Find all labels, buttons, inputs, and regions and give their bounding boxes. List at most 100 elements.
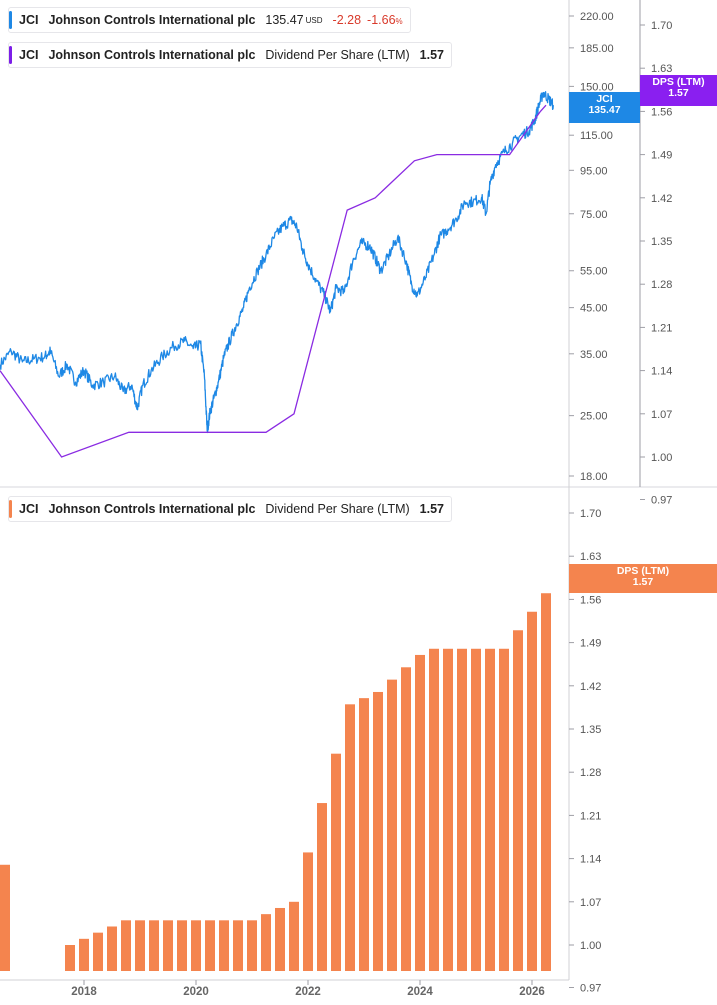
dps-bottom-tick-label: 1.21 <box>580 810 601 822</box>
x-tick-label: 2022 <box>295 986 321 998</box>
dps-top-tick-label: 1.21 <box>651 322 672 334</box>
dps-bar <box>415 654 425 971</box>
x-tick-label: 2020 <box>183 986 209 998</box>
dps-value-tag-top-name: DPS (LTM) <box>652 76 705 88</box>
price-tick-label: 75.00 <box>580 209 608 221</box>
dps-legend-top-metric: Dividend Per Share (LTM) <box>265 48 410 62</box>
dps-bar <box>79 938 89 971</box>
dps-series-line <box>0 104 547 458</box>
dps-top-tick-label: 1.70 <box>651 20 672 32</box>
dps-bar <box>275 907 285 971</box>
dps-bottom-tick-label: 1.35 <box>580 724 601 736</box>
price-value-tag-name: JCI <box>596 93 613 105</box>
dps-bottom-tick-label: 1.00 <box>580 940 601 952</box>
dps-legend-bottom[interactable]: JCI Johnson Controls International plc D… <box>8 496 453 522</box>
dps-bottom-tick-label: 1.63 <box>580 551 601 563</box>
dps-bar <box>401 667 411 971</box>
dps-bar <box>359 698 369 971</box>
dps-bar <box>191 920 201 971</box>
dps-bar <box>177 920 187 971</box>
price-legend-swatch <box>9 11 12 29</box>
price-legend[interactable]: JCI Johnson Controls International plc 1… <box>8 7 411 33</box>
dps-value-tag-bottom-value: 1.57 <box>632 576 654 588</box>
dps-value-tag-top-value: 1.57 <box>668 87 689 99</box>
dps-top-tick-label: 1.35 <box>651 236 672 248</box>
dps-bar <box>261 914 271 971</box>
dps-bar <box>373 691 383 971</box>
price-legend-pct-symbol: % <box>395 17 403 26</box>
dps-bar <box>471 648 481 971</box>
dps-legend-bottom-ticker: JCI <box>19 502 39 516</box>
price-legend-change-pct: -1.66% <box>367 13 403 27</box>
price-series-line <box>0 91 554 434</box>
dps-top-tick-label: 1.49 <box>651 150 672 162</box>
price-value-tag-value: 135.47 <box>588 104 621 116</box>
dps-value-tag-top: DPS (LTM) 1.57 <box>640 75 717 106</box>
dps-bar <box>317 803 327 971</box>
price-legend-ticker: JCI <box>19 13 39 27</box>
dps-bar <box>93 932 103 971</box>
x-tick-label: 2018 <box>71 986 97 998</box>
price-legend-change-pct-value: -1.66 <box>367 13 396 27</box>
dps-bar <box>541 593 551 971</box>
dps-bottom-tick-label: 1.70 <box>580 508 601 520</box>
dps-legend-top-ticker: JCI <box>19 48 39 62</box>
dps-legend-top-swatch <box>9 46 12 64</box>
dps-value-tag-bottom-name: DPS (LTM) <box>616 565 670 577</box>
dps-bar <box>163 920 173 971</box>
dps-top-tick-label: 1.63 <box>651 63 672 75</box>
bottom-panel <box>0 593 551 971</box>
price-tick-label: 45.00 <box>580 303 608 315</box>
dps-bar <box>443 648 453 971</box>
price-tick-label: 35.00 <box>580 349 608 361</box>
price-tick-label: 115.00 <box>580 130 613 142</box>
dps-legend-top-value: 1.57 <box>419 48 445 62</box>
dps-bar <box>149 920 159 971</box>
dps-bar <box>205 920 215 971</box>
dps-bottom-tick-label: 1.42 <box>580 681 601 693</box>
price-value-tag: JCI 135.47 <box>569 92 640 123</box>
dps-bar <box>233 920 243 971</box>
price-tick-label: 25.00 <box>580 411 608 423</box>
dps-bar <box>499 648 509 971</box>
dps-bar <box>387 679 397 971</box>
dps-top-tick-label: 1.28 <box>651 279 672 291</box>
dps-bar <box>65 945 75 971</box>
dps-bottom-tick-label: 1.28 <box>580 767 601 779</box>
price-tick-label: 185.00 <box>580 43 614 55</box>
price-tick-label: 18.00 <box>580 471 608 483</box>
dps-top-tick-label: 1.00 <box>651 452 672 464</box>
dps-legend-top[interactable]: JCI Johnson Controls International plc D… <box>8 42 453 68</box>
dps-bar <box>247 920 257 971</box>
x-tick-label: 2026 <box>519 986 545 998</box>
dps-bar <box>429 648 439 971</box>
dps-legend-top-company: Johnson Controls International plc <box>48 48 256 62</box>
price-tick-label: 55.00 <box>580 266 608 278</box>
dps-top-tick-label: 1.14 <box>651 366 672 378</box>
dps-bar <box>457 648 467 971</box>
price-legend-company: Johnson Controls International plc <box>48 13 256 27</box>
dps-bar <box>219 920 229 971</box>
dps-legend-bottom-value: 1.57 <box>419 502 445 516</box>
dps-top-tick-label: 1.56 <box>651 106 672 118</box>
dps-bar <box>513 630 523 971</box>
price-tick-label: 95.00 <box>580 165 608 177</box>
x-tick-label: 2024 <box>407 986 433 998</box>
dps-value-tag-bottom: DPS (LTM) 1.57 <box>569 564 717 593</box>
top-panel <box>0 91 554 458</box>
dps-bar <box>289 901 299 971</box>
dps-bar <box>107 926 117 971</box>
dps-top-tick-label: 1.07 <box>651 409 672 421</box>
price-legend-value: 135.47 <box>265 13 304 27</box>
price-tick-label: 220.00 <box>580 11 614 23</box>
dps-bar <box>331 753 341 971</box>
dps-bar <box>345 704 355 971</box>
dps-bottom-tick-label: 1.14 <box>580 854 601 866</box>
dps-bar <box>527 611 537 971</box>
dps-bar <box>135 920 145 971</box>
price-tick-label: 150.00 <box>580 81 614 93</box>
dps-bar <box>485 648 495 971</box>
dps-bar <box>303 852 313 971</box>
dps-legend-bottom-metric: Dividend Per Share (LTM) <box>265 502 410 516</box>
